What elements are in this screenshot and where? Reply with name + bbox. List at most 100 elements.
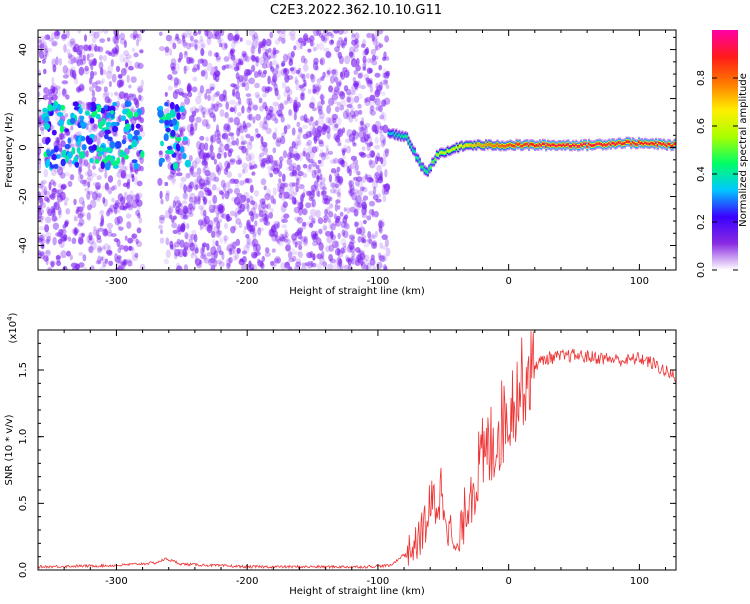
noise-speckle: [293, 103, 298, 112]
noise-speckle: [292, 191, 298, 196]
noise-speckle: [250, 267, 255, 270]
noise-speckle: [296, 101, 301, 108]
noise-speckle: [326, 70, 331, 75]
noise-speckle: [175, 143, 180, 151]
signal-cell: [440, 151, 443, 154]
noise-speckle: [212, 184, 217, 191]
signal-cell: [620, 142, 623, 146]
noise-speckle: [55, 56, 59, 66]
noise-speckle: [323, 215, 329, 220]
noise-speckle: [214, 77, 218, 82]
noise-speckle: [298, 244, 303, 251]
noise-speckle: [225, 166, 229, 173]
noise-speckle: [302, 124, 308, 130]
noise-speckle: [294, 141, 300, 146]
noise-speckle: [195, 245, 199, 251]
noise-speckle: [73, 57, 77, 64]
noise-speckle: [45, 149, 51, 155]
noise-speckle: [190, 35, 194, 42]
noise-speckle: [301, 208, 308, 215]
noise-speckle: [66, 250, 71, 257]
noise-speckle: [344, 55, 351, 65]
noise-speckle: [374, 72, 381, 78]
signal-cell: [554, 144, 557, 148]
noise-speckle: [298, 251, 303, 259]
signal-cell: [634, 143, 637, 146]
noise-speckle: [257, 260, 264, 267]
noise-speckle: [325, 116, 331, 124]
noise-speckle: [171, 176, 176, 183]
noise-speckle: [182, 40, 187, 48]
noise-speckle: [289, 30, 296, 36]
noise-speckle: [293, 251, 300, 256]
noise-speckle: [236, 127, 241, 137]
noise-speckle: [366, 57, 372, 64]
noise-speckle: [182, 34, 186, 43]
signal-cell: [410, 146, 413, 149]
noise-speckle: [202, 254, 208, 261]
noise-speckle: [255, 133, 262, 138]
noise-speckle: [342, 149, 346, 156]
noise-speckle: [216, 212, 220, 220]
signal-cell: [551, 143, 554, 147]
noise-speckle: [113, 238, 119, 243]
noise-speckle: [165, 127, 171, 133]
noise-speckle: [295, 69, 301, 75]
noise-speckle: [223, 235, 227, 242]
noise-speckle: [61, 236, 67, 243]
noise-speckle: [286, 158, 293, 166]
noise-speckle: [261, 255, 265, 262]
noise-speckle: [196, 62, 201, 71]
noise-speckle: [201, 250, 206, 258]
noise-speckle: [317, 116, 325, 126]
noise-speckle: [333, 87, 339, 92]
noise-speckle: [330, 223, 336, 231]
noise-speckle: [204, 92, 208, 100]
signal-cell: [619, 141, 622, 144]
noise-speckle: [325, 51, 332, 58]
noise-speckle: [126, 74, 130, 84]
noise-speckle: [348, 168, 352, 177]
noise-speckle: [354, 259, 361, 266]
noise-speckle: [384, 35, 389, 43]
noise-speckle: [114, 201, 121, 208]
noise-speckle: [339, 91, 346, 100]
noise-speckle: [127, 133, 133, 140]
noise-speckle: [316, 262, 323, 270]
x-tick-label: -100: [367, 276, 390, 287]
noise-speckle: [350, 163, 356, 170]
noise-speckle: [364, 98, 368, 103]
noise-speckle: [88, 245, 94, 254]
noise-speckle: [338, 129, 342, 135]
y-tick-label: 1.0: [18, 429, 29, 445]
noise-speckle: [278, 36, 282, 42]
noise-speckle: [333, 90, 339, 95]
noise-speckle: [119, 204, 126, 211]
noise-speckle: [134, 61, 141, 69]
noise-speckle: [43, 45, 49, 54]
noise-speckle: [228, 256, 233, 264]
noise-speckle: [340, 247, 345, 254]
noise-speckle: [372, 194, 379, 201]
noise-speckle: [193, 233, 198, 243]
noise-speckle: [71, 69, 77, 79]
noise-speckle: [382, 193, 387, 203]
noise-speckle: [117, 221, 121, 229]
noise-speckle: [258, 227, 265, 232]
noise-speckle: [339, 104, 344, 111]
noise-speckle: [332, 240, 339, 249]
noise-speckle: [353, 82, 360, 87]
noise-speckle: [297, 71, 303, 78]
noise-speckle: [342, 242, 347, 248]
noise-speckle: [188, 115, 195, 123]
noise-speckle: [204, 30, 209, 37]
signal-cell: [534, 144, 537, 148]
noise-speckle: [245, 153, 252, 162]
noise-speckle: [64, 201, 68, 206]
noise-speckle: [109, 204, 116, 213]
noise-speckle: [314, 169, 318, 176]
noise-speckle: [210, 134, 217, 143]
noise-speckle: [378, 43, 384, 48]
noise-speckle: [99, 221, 104, 227]
noise-speckle: [315, 175, 321, 181]
